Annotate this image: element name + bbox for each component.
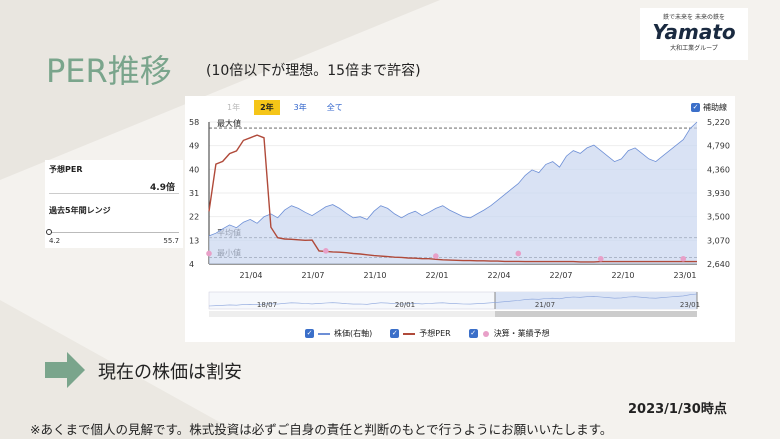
chart-container: 1年 2年 3年 全て ✓ 補助線 58 5,220 49 4,790 40 4,360 3… <box>185 96 735 342</box>
y-left-tick-label: 13 <box>189 236 199 245</box>
line-swatch-icon <box>318 332 330 335</box>
navigator-scrollbar-thumb <box>495 311 697 317</box>
page-subtitle: (10倍以下が理想。15倍まで許容) <box>206 63 421 79</box>
y-left-tick-label: 4 <box>189 260 194 269</box>
checkbox-icon[interactable]: ✓ <box>390 329 400 338</box>
logo-tagline: 鉄で未来を 未来の鉄を <box>663 14 725 21</box>
checkbox-icon[interactable]: ✓ <box>468 329 478 338</box>
range-min: 4.2 <box>49 237 61 245</box>
legend-item-price[interactable]: ✓ 株価(右軸) <box>305 328 372 339</box>
earnings-dot <box>323 248 329 254</box>
earnings-dot <box>206 250 212 257</box>
x-tick-label: 21/10 <box>363 271 386 280</box>
per-label: 予想PER <box>49 165 83 174</box>
dot-swatch-icon <box>482 330 489 337</box>
legend-item-earnings[interactable]: ✓ 決算・業績予想 <box>468 328 550 339</box>
price-line <box>208 121 698 237</box>
per-info-panel: 予想PER 4.9倍 過去5年間レンジ 4.2 55.7 <box>45 160 183 248</box>
per-chart: 58 5,220 49 4,790 40 4,360 31 3,930 22 3,500 13 3,0… <box>189 118 730 317</box>
y-left-tick-label: 40 <box>189 165 199 174</box>
range-marker <box>46 229 52 235</box>
chart-legend: ✓ 株価(右軸) ✓ 予想PER ✓ 決算・業績予想 <box>305 328 550 339</box>
earnings-dot <box>680 255 687 262</box>
per-value: 4.9倍 <box>150 183 175 193</box>
y-left-tick-label: 22 <box>189 213 199 222</box>
legend-item-per[interactable]: ✓ 予想PER <box>390 328 451 339</box>
arrow-right-icon <box>45 352 85 388</box>
tab-1y[interactable]: 1年 <box>227 103 241 112</box>
y-right-tick-label: 4,360 <box>707 165 730 174</box>
legend-label: 予想PER <box>419 329 451 338</box>
y-right-tick-label: 3,070 <box>707 236 730 245</box>
navigator-label: 18/07 <box>257 301 277 309</box>
x-tick-label: 22/10 <box>611 271 634 280</box>
legend-label: 決算・業績予想 <box>493 329 550 338</box>
range-label: 過去5年間レンジ <box>49 206 111 215</box>
range-track <box>49 232 179 233</box>
tab-all[interactable]: 全て <box>326 103 343 112</box>
page-title: PER推移 <box>46 52 172 90</box>
y-left-tick-label: 49 <box>189 142 199 151</box>
line-swatch-icon <box>403 332 416 335</box>
y-right-tick-label: 2,640 <box>707 260 730 269</box>
range-max: 55.7 <box>163 237 179 245</box>
x-tick-label: 21/07 <box>301 271 324 280</box>
company-logo: 鉄で未来を 未来の鉄を Yamato 大和工業グループ <box>640 8 748 60</box>
y-right-tick-label: 3,500 <box>707 213 730 222</box>
reference-label: 最大値 <box>217 118 241 128</box>
y-right-tick-label: 4,790 <box>707 142 730 151</box>
earnings-dot <box>597 255 604 262</box>
assist-line-toggle[interactable]: ✓ 補助線 <box>691 102 727 113</box>
x-tick-label: 22/07 <box>549 271 572 280</box>
y-left-tick-label: 31 <box>189 189 199 198</box>
price-area <box>209 122 697 264</box>
checkbox-icon[interactable]: ✓ <box>305 329 314 338</box>
legend-label: 株価(右軸) <box>334 329 373 338</box>
checkbox-icon[interactable]: ✓ <box>691 103 700 112</box>
assist-line-label: 補助線 <box>703 103 727 112</box>
x-tick-label: 22/04 <box>487 271 510 280</box>
earnings-dot <box>515 250 522 257</box>
earnings-dot <box>433 253 439 259</box>
tab-3y[interactable]: 3年 <box>293 103 307 112</box>
x-tick-label: 21/04 <box>239 271 262 280</box>
logo-wordmark: Yamato <box>652 20 736 44</box>
navigator-label: 21/07 <box>535 301 555 309</box>
y-right-tick-label: 5,220 <box>707 118 730 127</box>
as-of-date: 2023/1/30時点 <box>628 402 727 417</box>
y-left-tick-label: 58 <box>189 118 199 127</box>
navigator-scrollbar <box>209 311 697 317</box>
navigator-line <box>208 293 698 307</box>
x-tick-label: 22/01 <box>425 271 448 280</box>
period-tabs: 1年 2年 3年 全て <box>221 100 349 115</box>
navigator-label: 23/01 <box>680 301 700 309</box>
per-line <box>208 134 697 263</box>
x-tick-label: 23/01 <box>673 271 696 280</box>
conclusion-message: 現在の株価は割安 <box>98 362 242 383</box>
navigator-selection <box>495 292 697 309</box>
divider <box>49 193 179 194</box>
navigator-label: 20/01 <box>395 301 415 309</box>
y-right-tick-label: 3,930 <box>707 189 730 198</box>
logo-subtitle: 大和工業グループ <box>670 45 718 52</box>
disclaimer-note: ※あくまで個人の見解です。株式投資は必ずご自身の責任と判断のもとで行うようにお願… <box>30 422 613 437</box>
tab-2y[interactable]: 2年 <box>254 100 280 115</box>
